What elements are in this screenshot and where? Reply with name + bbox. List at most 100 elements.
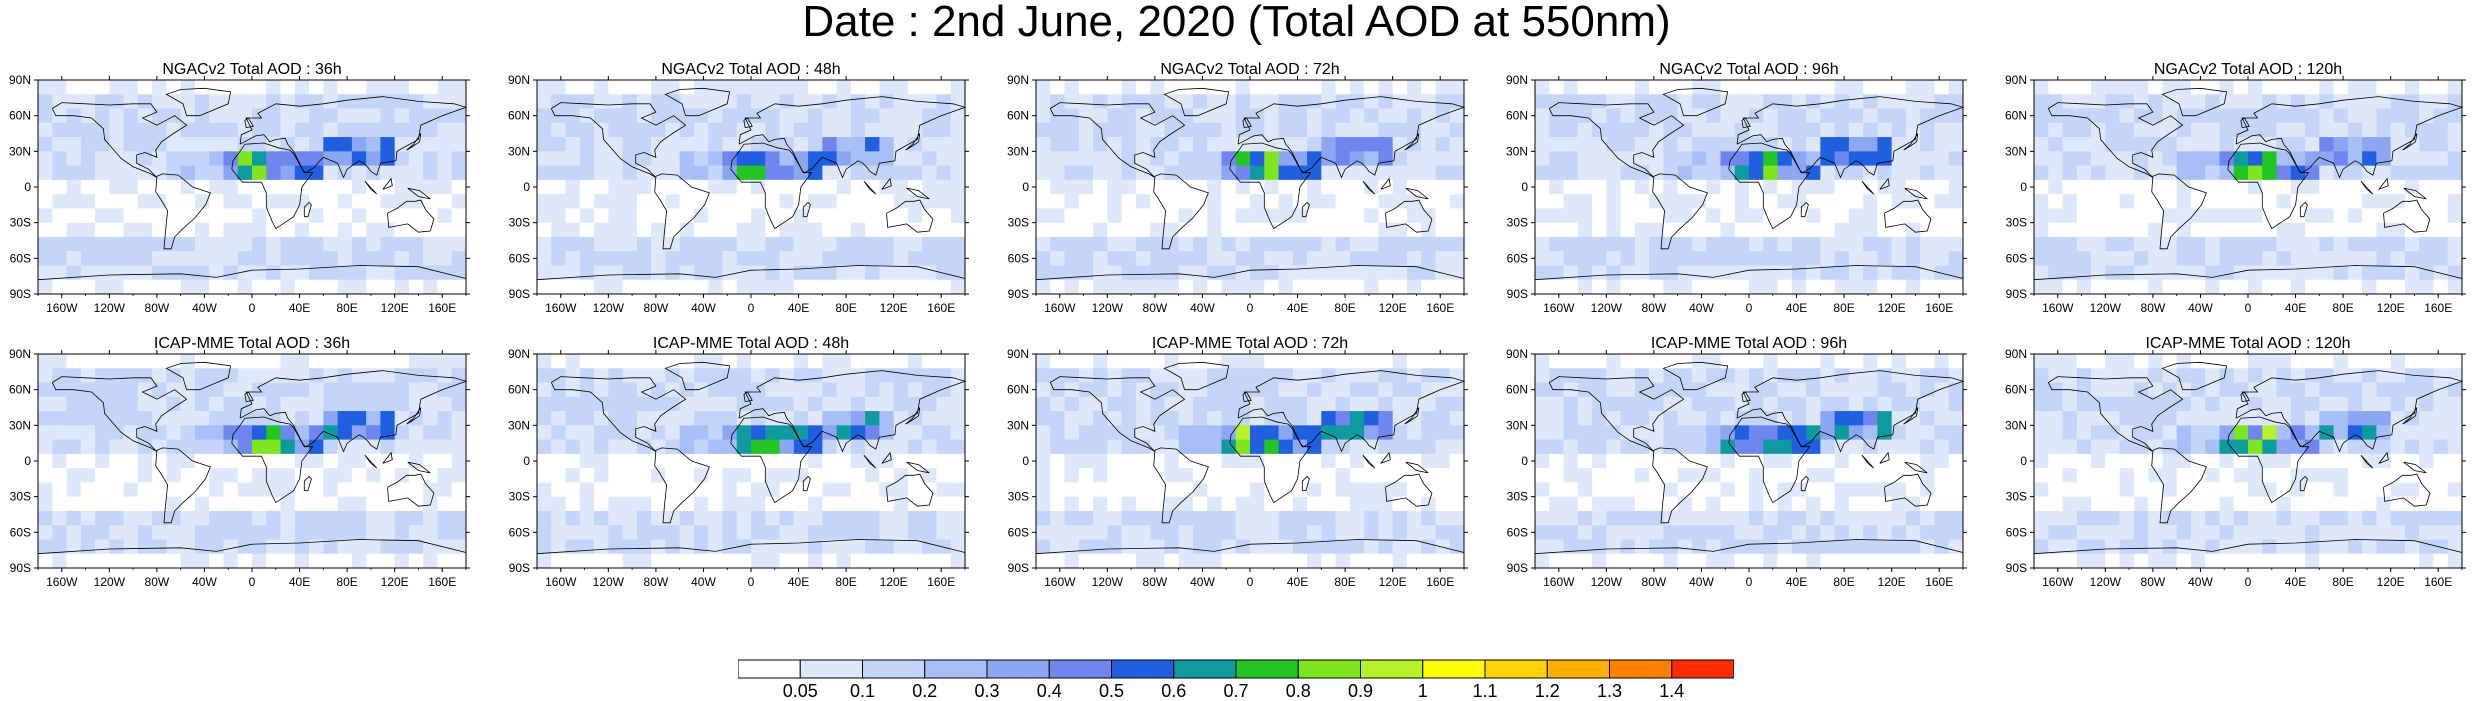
- coastline: [802, 201, 811, 218]
- coastline: [905, 133, 921, 151]
- colorbar-swatch: [1111, 659, 1175, 679]
- lon-tick-label: 160W: [46, 301, 78, 315]
- lat-tick-label: 0: [1022, 454, 1029, 468]
- lon-tick-label: 160W: [545, 301, 577, 315]
- map-panel: NGACv2 Total AOD : 120h 90N 60N 30N 0 30S 60S 9…: [1992, 62, 2472, 332]
- lon-tick-label: 160E: [428, 575, 456, 589]
- panel-title: ICAP-MME Total AOD : 120h: [2145, 335, 2351, 352]
- coastline: [387, 199, 435, 233]
- coastline: [364, 180, 378, 195]
- lon-tick-label: 160W: [1543, 575, 1575, 589]
- lat-tick-label: 0: [2020, 454, 2027, 468]
- coastline: [1385, 473, 1433, 507]
- lon-tick-label: 40E: [289, 301, 310, 315]
- lon-tick-label: 120W: [1591, 301, 1623, 315]
- coastline: [1879, 177, 1890, 190]
- lon-tick-label: 120W: [94, 301, 126, 315]
- coastline: [2383, 473, 2431, 507]
- aod-map: 90N 60N 30N 0 30S 60S 90S 160W 120W 80W 40W 0 40E 80E…: [1007, 73, 1468, 315]
- lon-tick-label: 120E: [2377, 575, 2405, 589]
- coastline: [743, 391, 753, 402]
- aod-map: 90N 60N 30N 0 30S 60S 90S 160W 120W 80W 40W 0 40E 80E…: [1007, 347, 1468, 589]
- lon-tick-label: 40E: [1287, 575, 1308, 589]
- coastline: [1741, 117, 1751, 128]
- coastline: [863, 454, 877, 469]
- coastline: [244, 391, 254, 402]
- lon-tick-label: 40W: [192, 301, 217, 315]
- lat-tick-label: 30N: [2005, 144, 2027, 158]
- coastline: [1301, 201, 1310, 218]
- coastline: [2047, 102, 2184, 178]
- aod-field: [537, 80, 966, 295]
- coastline: [1362, 454, 1376, 469]
- lon-tick-label: 0: [1746, 301, 1753, 315]
- aod-field: [1535, 354, 1964, 569]
- lat-tick-label: 30S: [10, 216, 31, 230]
- panel-title: ICAP-MME Total AOD : 96h: [1650, 335, 1848, 352]
- lat-tick-label: 90S: [2006, 561, 2027, 575]
- coastline: [654, 447, 710, 524]
- coastline: [2033, 265, 2463, 281]
- lat-tick-label: 60S: [2006, 251, 2027, 265]
- coastline: [1362, 180, 1376, 195]
- lon-tick-label: 40E: [2285, 575, 2306, 589]
- lat-tick-label: 30S: [1507, 216, 1528, 230]
- lat-tick-label: 60S: [1008, 525, 1029, 539]
- lat-tick-label: 60S: [509, 525, 530, 539]
- coastline: [536, 265, 966, 281]
- lat-tick-label: 30S: [509, 216, 530, 230]
- coastline: [2360, 180, 2374, 195]
- coastline: [738, 370, 967, 453]
- lon-tick-label: 40E: [2285, 301, 2306, 315]
- coastline: [2151, 447, 2207, 524]
- lon-tick-label: 0: [2245, 301, 2252, 315]
- coastline: [1884, 199, 1932, 233]
- coastline: [2240, 117, 2250, 128]
- coastline: [886, 199, 934, 233]
- coastline: [303, 475, 312, 492]
- colorbar-label: 0.2: [912, 681, 937, 699]
- coastline: [1242, 391, 1252, 402]
- lon-tick-label: 40W: [2188, 575, 2213, 589]
- coastline: [1229, 142, 1312, 230]
- lat-tick-label: 30S: [10, 490, 31, 504]
- lon-tick-label: 160W: [2042, 301, 2074, 315]
- lon-tick-label: 120W: [1092, 301, 1124, 315]
- lat-tick-label: 60N: [1007, 383, 1029, 397]
- coastline: [2360, 454, 2374, 469]
- coastline: [536, 539, 966, 555]
- coastline: [1385, 199, 1433, 233]
- lon-tick-label: 160W: [46, 575, 78, 589]
- lon-tick-label: 80W: [1642, 575, 1667, 589]
- lat-tick-label: 60S: [2006, 525, 2027, 539]
- coastline: [664, 361, 731, 391]
- lon-tick-label: 80W: [1642, 301, 1667, 315]
- coastline: [1404, 407, 1420, 425]
- colorbar-swatch: [1048, 659, 1112, 679]
- lat-tick-label: 90S: [10, 561, 31, 575]
- lat-tick-label: 60N: [2005, 109, 2027, 123]
- aod-map: 90N 60N 30N 0 30S 60S 90S 160W 120W 80W 40W 0 40E 80E…: [1506, 347, 1967, 589]
- coastline: [654, 173, 710, 250]
- lon-tick-label: 80W: [644, 575, 669, 589]
- lon-tick-label: 160W: [1044, 301, 1076, 315]
- panel-title: ICAP-MME Total AOD : 72h: [1151, 335, 1349, 352]
- lon-tick-label: 120W: [94, 575, 126, 589]
- coastline: [1800, 201, 1809, 218]
- lon-tick-label: 80E: [1334, 301, 1355, 315]
- coastline: [1405, 187, 1429, 200]
- lat-tick-label: 60N: [508, 383, 530, 397]
- lat-tick-label: 0: [24, 180, 31, 194]
- lon-tick-label: 0: [748, 301, 755, 315]
- lat-tick-label: 60S: [1507, 525, 1528, 539]
- coastline: [1404, 133, 1420, 151]
- lat-tick-label: 30S: [1507, 490, 1528, 504]
- colorbar-label: 0.1: [850, 681, 875, 699]
- coastline: [881, 177, 892, 190]
- coastline: [905, 407, 921, 425]
- lon-tick-label: 40E: [1786, 575, 1807, 589]
- lat-tick-label: 0: [1521, 180, 1528, 194]
- coastline: [244, 117, 254, 128]
- coastline: [1652, 173, 1708, 250]
- aod-map: 90N 60N 30N 0 30S 60S 90S 160W 120W 80W 40W 0 40E 80E…: [2005, 347, 2466, 589]
